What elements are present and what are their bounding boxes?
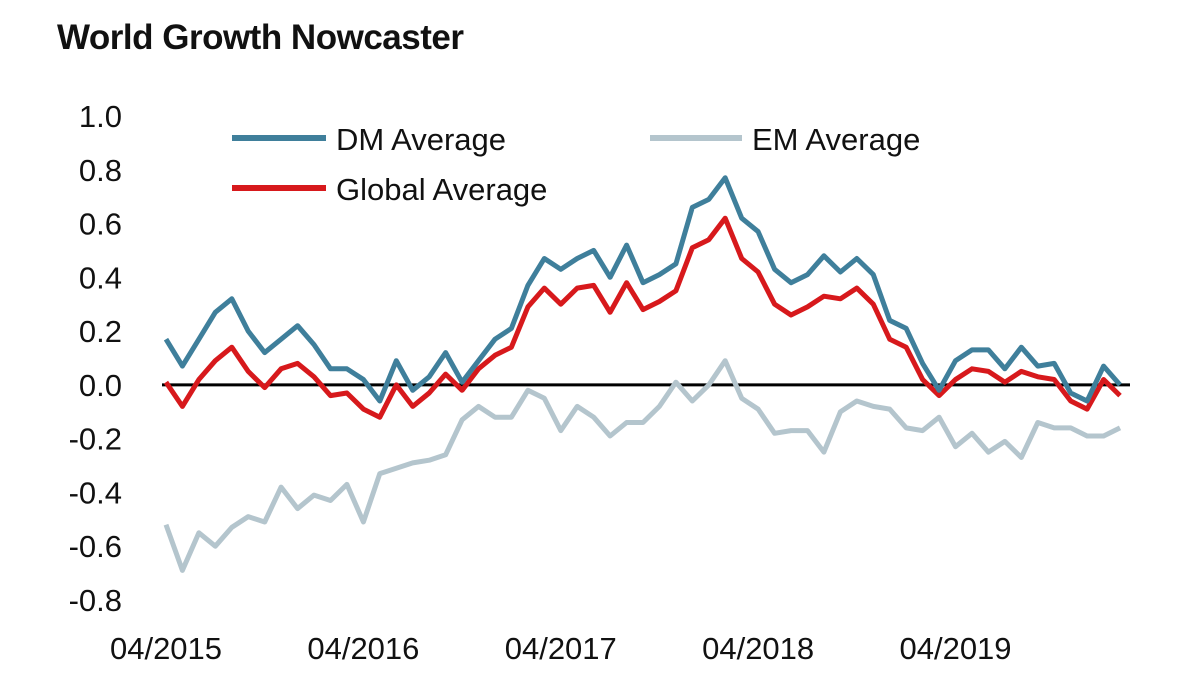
- series-line-em-average: [163, 358, 1122, 573]
- y-tick-label: 0.6: [79, 207, 122, 242]
- y-tick-label: 1.0: [79, 99, 122, 134]
- x-tick-label: 04/2019: [899, 631, 1011, 666]
- legend-label-global-average: Global Average: [336, 172, 547, 207]
- y-tick-label: -0.2: [69, 422, 122, 457]
- series-line-global-average: [163, 215, 1122, 420]
- y-tick-label: -0.4: [69, 475, 122, 510]
- chart-title: World Growth Nowcaster: [57, 18, 464, 57]
- y-tick-label: 0.4: [79, 260, 122, 295]
- legend: DM Average EM Average Global Average: [232, 122, 920, 207]
- x-tick-label: 04/2018: [702, 631, 814, 666]
- y-tick-label: 0.0: [79, 368, 122, 403]
- series-line-dm-average: [163, 175, 1122, 404]
- x-tick-label: 04/2016: [307, 631, 419, 666]
- series-lines: [163, 175, 1122, 573]
- x-axis-tick-labels: 04/2015 04/2016 04/2017 04/2018 04/2019: [110, 631, 1012, 666]
- legend-label-em-average: EM Average: [752, 122, 920, 157]
- y-tick-label: 0.8: [79, 153, 122, 188]
- legend-label-dm-average: DM Average: [336, 122, 506, 157]
- y-tick-label: -0.6: [69, 529, 122, 564]
- y-tick-label: 0.2: [79, 314, 122, 349]
- x-tick-label: 04/2017: [505, 631, 617, 666]
- y-axis-tick-labels: 1.0 0.8 0.6 0.4 0.2 0.0 -0.2 -0.4 -0.6 -0.8: [69, 99, 122, 618]
- x-tick-label: 04/2015: [110, 631, 222, 666]
- y-tick-label: -0.8: [69, 583, 122, 618]
